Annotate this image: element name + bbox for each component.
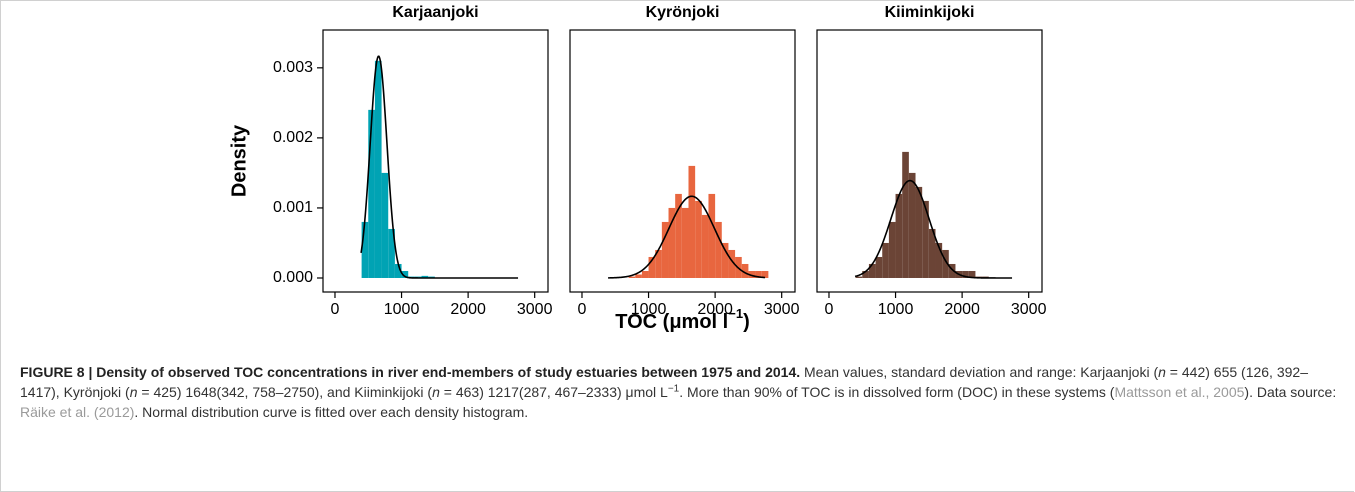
histogram-bar <box>401 270 409 278</box>
x-tick-label: 1000 <box>631 301 667 318</box>
histogram-bar <box>695 200 702 278</box>
histogram-bar <box>368 109 375 278</box>
x-tick-label: 0 <box>331 301 340 318</box>
normal-curve <box>608 195 766 279</box>
histogram-bar <box>688 165 696 278</box>
plot-frame <box>322 29 549 293</box>
panel-title: Karjaanjoki <box>392 4 478 21</box>
histogram-bar <box>968 270 976 278</box>
histogram-bar <box>655 249 662 278</box>
histogram-bar <box>394 263 402 278</box>
panel-title: Kiiminkijoki <box>885 4 975 21</box>
caption-text: −1 <box>667 383 680 395</box>
x-axis-label-superscript: −1 <box>728 306 743 321</box>
histogram-bar <box>721 242 729 278</box>
histogram-bar <box>908 172 916 278</box>
histogram-bar <box>922 200 929 278</box>
histogram-bar <box>361 221 369 278</box>
panel-title: Kyrönjoki <box>646 4 720 21</box>
histogram-bar <box>381 172 389 278</box>
histogram-bar <box>868 263 876 278</box>
x-tick-label: 0 <box>825 301 834 318</box>
histogram-bar <box>388 228 395 278</box>
histogram-bar <box>948 263 956 278</box>
y-axis-label: Density <box>228 124 250 197</box>
x-axis-label-part: TOC (μmol l <box>615 311 728 333</box>
x-tick-label: 2000 <box>697 301 733 318</box>
caption-text: = 463) 1217(287, 467–2333) μmol L <box>439 384 668 400</box>
caption-text: n <box>129 384 138 400</box>
histogram-bar <box>628 276 636 278</box>
normal-curve <box>360 55 519 279</box>
histogram-bar <box>875 256 883 278</box>
histogram-bar <box>962 270 969 278</box>
histogram-bar <box>421 275 429 278</box>
caption-text: = 425) 1648(342, 758–2750), and Kiiminki… <box>137 384 433 400</box>
histogram-bar <box>862 270 869 278</box>
citation-link[interactable]: Räike et al. (2012) <box>20 404 135 420</box>
x-tick-label: 3000 <box>764 301 800 318</box>
histogram-bar <box>681 207 689 278</box>
histogram-bar <box>895 193 903 278</box>
x-axis-label-part: ) <box>743 311 750 333</box>
histogram-bar <box>708 193 716 278</box>
histogram-bar <box>942 249 949 278</box>
histogram-bar <box>668 207 676 278</box>
caption-text: n <box>432 384 440 400</box>
caption-text: n <box>1158 364 1166 380</box>
x-tick-label: 0 <box>578 301 587 318</box>
histogram-bar <box>928 228 936 278</box>
y-tick-label: 0.003 <box>273 59 313 76</box>
histogram-bar <box>888 221 896 278</box>
histogram-bar <box>715 221 722 278</box>
x-tick-label: 3000 <box>1011 301 1047 318</box>
caption: FIGURE 8 | Density of observed TOC conce… <box>20 362 1338 422</box>
x-axis-label: TOC (μmol l−1) <box>615 306 749 333</box>
histogram-bar <box>641 270 649 278</box>
histogram-bar <box>915 186 923 278</box>
histogram-bar <box>374 60 382 278</box>
y-tick-label: 0.000 <box>273 269 313 286</box>
histogram-bar <box>635 274 642 278</box>
plot-frame <box>816 29 1043 293</box>
histogram-bar <box>755 270 762 278</box>
histogram-bar <box>935 242 943 278</box>
y-tick-label: 0.001 <box>273 199 313 216</box>
plot-frame <box>569 29 796 293</box>
caption-text: ). Data source: <box>1244 384 1337 400</box>
histogram-bar <box>701 214 709 278</box>
histogram-bar <box>648 256 656 278</box>
histogram-bar <box>741 263 749 278</box>
caption-text: FIGURE 8 | Density of observed TOC conce… <box>20 364 801 380</box>
histogram-bar <box>728 249 736 278</box>
x-tick-label: 1000 <box>384 301 420 318</box>
caption-text: Mean values, standard deviation and rang… <box>800 364 1159 380</box>
x-tick-label: 2000 <box>450 301 486 318</box>
y-tick-label: 0.002 <box>273 129 313 146</box>
x-tick-label: 2000 <box>944 301 980 318</box>
histogram-bar <box>882 242 889 278</box>
caption-text: = 442) 655 (126, 392–1417), Kyrönjoki ( <box>20 364 1308 400</box>
normal-curve <box>854 179 1013 279</box>
histogram-bar <box>748 270 756 278</box>
x-tick-label: 1000 <box>878 301 914 318</box>
caption-text: . Normal distribution curve is fitted ov… <box>134 404 529 420</box>
citation-link[interactable]: Mattsson et al., 2005 <box>1114 384 1245 400</box>
histogram-bar <box>661 221 669 278</box>
caption-text: . More than 90% of TOC is in dissolved f… <box>679 384 1115 400</box>
figure: Karjaanjoki 0 1000 2000 3000 0.000 0.001 0.002 0… <box>228 4 1047 333</box>
x-tick-label: 3000 <box>517 301 553 318</box>
histogram-bar <box>761 270 769 278</box>
histogram-bar <box>902 151 909 278</box>
histogram-bar <box>855 276 863 278</box>
histogram-bar <box>675 193 682 278</box>
